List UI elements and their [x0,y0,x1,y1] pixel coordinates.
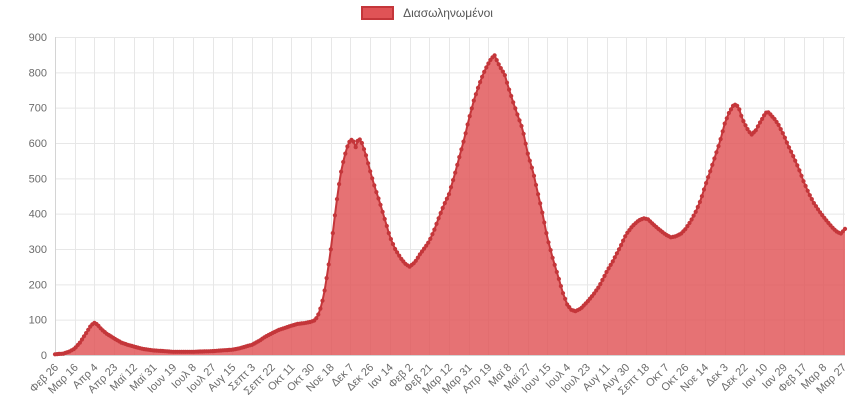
y-tick-label: 200 [29,279,47,291]
y-tick-label: 300 [29,244,47,256]
y-tick-label: 800 [29,67,47,79]
y-tick-label: 700 [29,103,47,115]
y-tick-label: 900 [29,32,47,44]
y-tick-label: 0 [41,350,47,362]
chart-legend[interactable]: Διασωληνωμένοι [0,6,854,20]
y-tick-label: 400 [29,209,47,221]
y-tick-label: 600 [29,138,47,150]
data-points [52,53,848,357]
y-axis-labels: 0 100 200 300 400 500 600 700 800 900 [29,32,47,362]
area-fill [55,55,845,356]
y-tick-label: 500 [29,173,47,185]
legend-swatch [361,6,395,20]
legend-label: Διασωληνωμένοι [403,6,493,20]
y-tick-label: 100 [29,315,47,327]
